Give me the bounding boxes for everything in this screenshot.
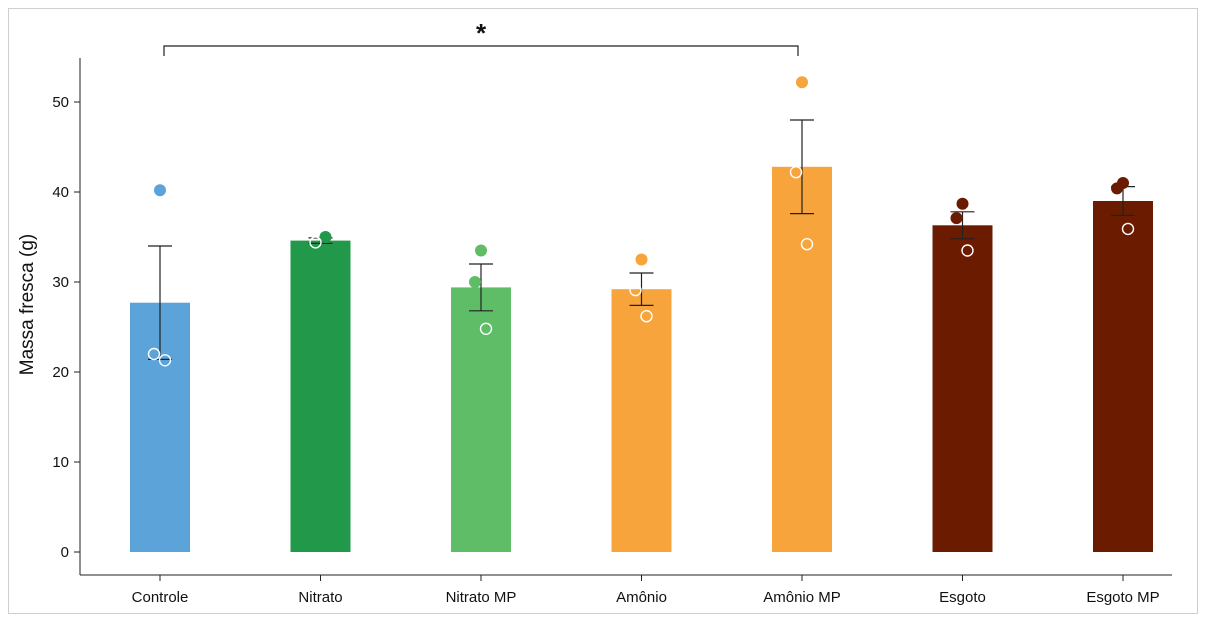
y-tick-label: 10 <box>52 454 69 471</box>
data-point <box>1111 182 1123 195</box>
data-point <box>475 244 487 257</box>
bar <box>290 240 351 552</box>
bar <box>611 289 672 552</box>
x-tick-label: Controle <box>132 589 189 606</box>
data-point <box>154 184 166 197</box>
x-tick-label: Amônio <box>616 589 667 606</box>
data-point <box>956 197 969 210</box>
y-tick-label: 20 <box>52 364 69 381</box>
y-tick-label: 30 <box>52 274 69 291</box>
x-tick-label: Nitrato <box>298 589 342 606</box>
bar <box>1093 201 1153 552</box>
y-tick-label: 0 <box>61 544 69 561</box>
data-point <box>950 212 963 225</box>
x-tick-label: Esgoto <box>939 589 986 606</box>
data-point <box>1121 222 1135 236</box>
data-point <box>789 165 803 179</box>
x-tick-label: Esgoto MP <box>1086 589 1159 606</box>
y-tick-label: 40 <box>52 184 69 201</box>
data-point <box>158 354 172 367</box>
data-point <box>479 322 493 335</box>
data-point <box>629 283 642 297</box>
data-point <box>469 276 481 288</box>
x-tick-label: Amônio MP <box>763 589 841 606</box>
y-axis-label: Massa fresca (g) <box>17 234 38 375</box>
chart-frame <box>8 8 1198 614</box>
data-point <box>319 231 332 243</box>
x-tick-label: Nitrato MP <box>446 589 517 606</box>
data-point <box>147 347 161 361</box>
significance-bracket <box>163 45 799 56</box>
significance-star: * <box>476 18 487 48</box>
data-point <box>635 253 648 266</box>
bar <box>772 166 832 553</box>
data-point <box>800 237 814 251</box>
bar <box>932 225 993 553</box>
data-point <box>796 76 808 89</box>
data-point <box>961 244 974 257</box>
data-point <box>309 236 322 249</box>
data-point <box>640 310 653 323</box>
y-tick-label: 50 <box>52 94 69 111</box>
